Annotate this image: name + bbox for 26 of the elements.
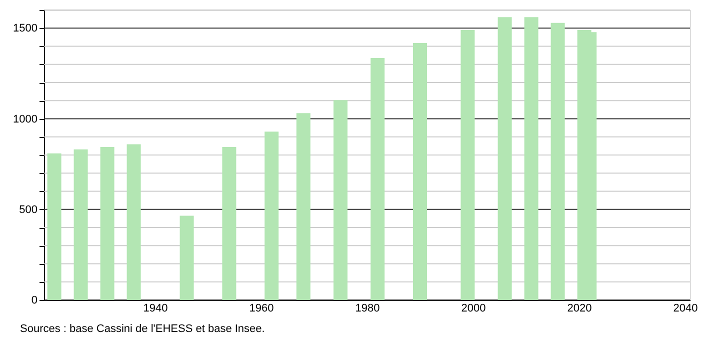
bar [334,100,348,300]
bar [460,30,475,300]
bar [180,216,194,300]
y-tick-label: 0 [31,294,38,306]
bar [296,113,310,300]
x-tick-label: 1940 [143,302,168,314]
x-tick-label: 1960 [249,302,274,314]
bar [47,153,62,300]
bar [222,147,236,300]
bar [524,17,538,300]
source-note: Sources : base Cassini de l'EHESS et base Insee. [20,323,265,335]
y-tick-label: 1500 [13,22,38,35]
bar [126,144,141,300]
bar [370,58,385,300]
x-tick-label: 2040 [673,302,698,314]
bar [100,147,114,300]
bar [498,17,512,300]
x-tick-label: 1980 [355,302,380,314]
x-tick-label: 2000 [461,302,486,314]
y-tick-label: 1000 [13,113,38,126]
bar [550,22,565,300]
x-tick-label: 2020 [567,302,592,314]
bar [74,149,88,300]
y-tick-label: 500 [19,204,38,216]
bar [413,42,427,300]
bar [264,132,279,300]
